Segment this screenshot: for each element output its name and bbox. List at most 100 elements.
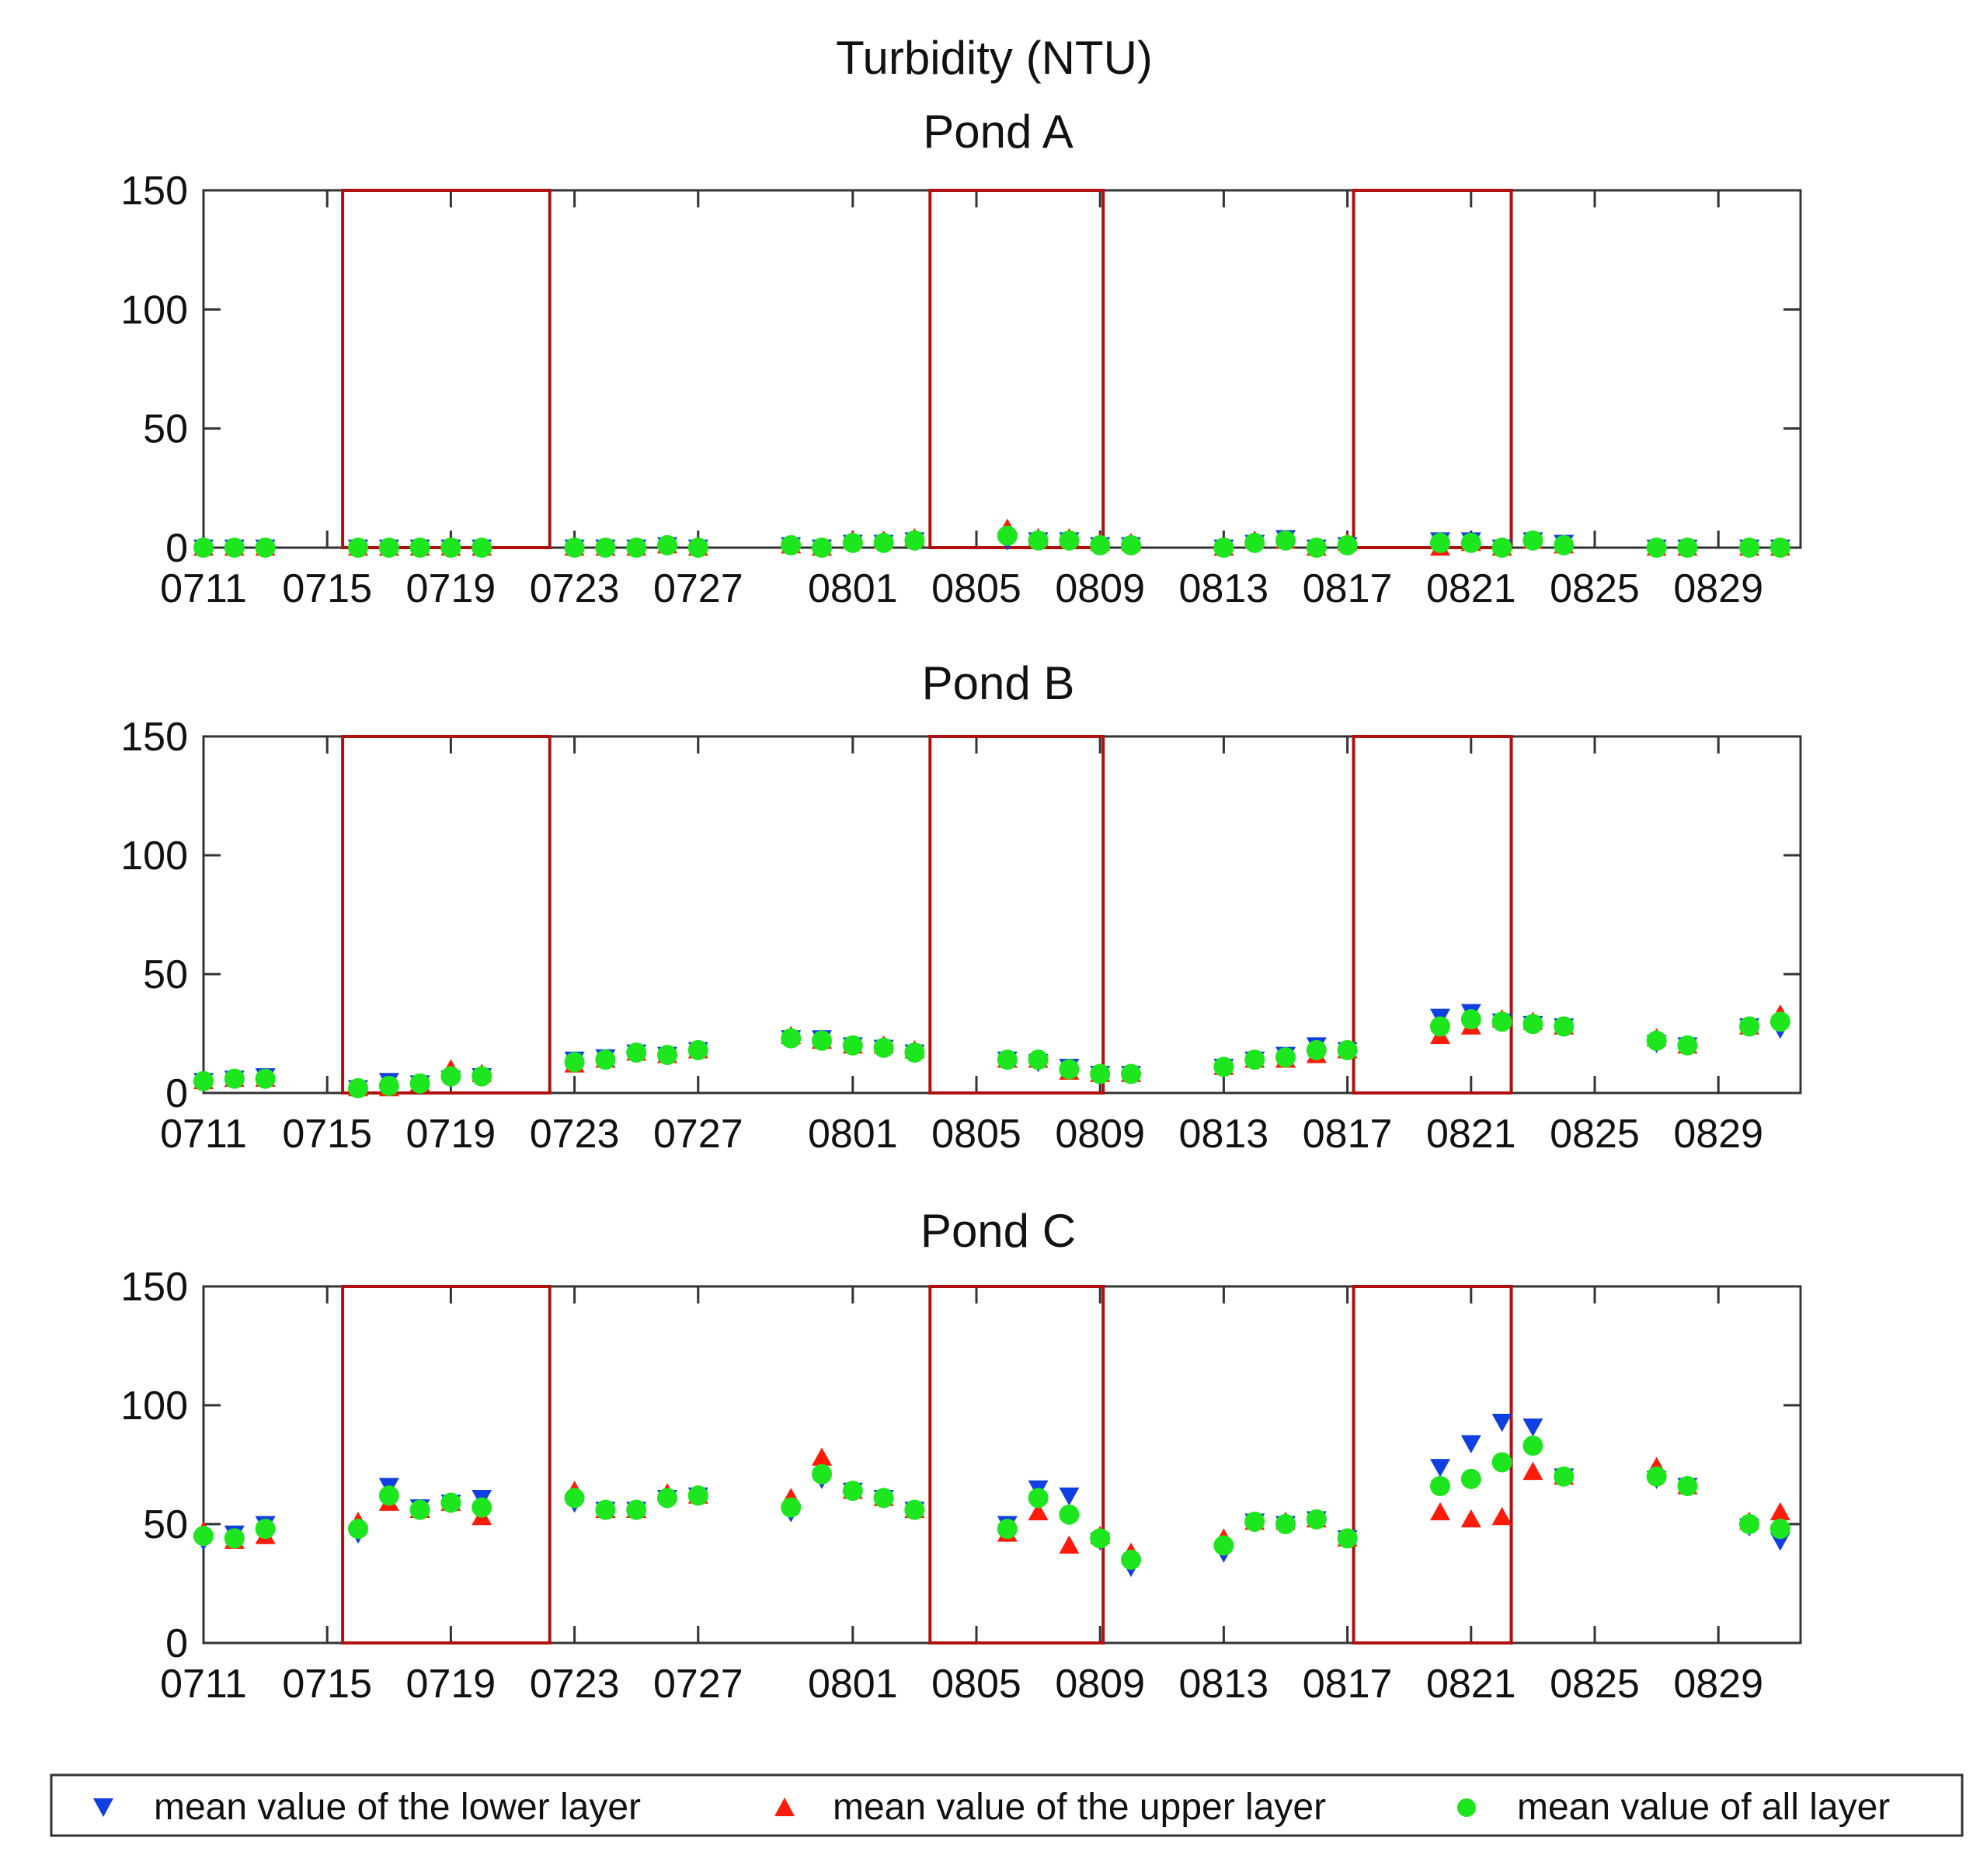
marker-all — [193, 1526, 214, 1547]
marker-all — [1121, 1063, 1141, 1084]
marker-all — [657, 534, 677, 555]
marker-all — [1059, 1059, 1080, 1080]
marker-all — [255, 1068, 276, 1089]
marker-all — [348, 1077, 368, 1098]
marker-all — [1677, 538, 1698, 558]
marker-all — [1213, 1056, 1234, 1077]
y-tick-label: 100 — [120, 1384, 188, 1429]
marker-all — [564, 1488, 585, 1509]
y-tick-label: 100 — [120, 834, 188, 879]
marker-all — [472, 1497, 492, 1518]
x-tick-label: 0723 — [530, 1112, 620, 1157]
marker-all — [873, 1488, 894, 1509]
panel-1: Pond A 0 50 100 150 0711 0715 0719 0723 0727 0801 0… — [120, 106, 1802, 611]
panel-title: Pond C — [920, 1205, 1076, 1257]
y-tick-label: 150 — [120, 1265, 188, 1310]
marker-all — [997, 1519, 1018, 1540]
x-tick-label: 0817 — [1303, 1112, 1393, 1157]
marker-all — [1059, 530, 1080, 551]
marker-all — [1677, 1035, 1698, 1056]
marker-all — [224, 1068, 245, 1089]
x-tick-label: 0817 — [1303, 1662, 1393, 1707]
marker-all — [224, 1528, 245, 1549]
marker-all — [1430, 1016, 1450, 1037]
marker-all — [1306, 1509, 1327, 1530]
marker-all — [1337, 1528, 1358, 1549]
marker-all — [1337, 1039, 1358, 1060]
marker-all — [997, 525, 1018, 546]
marker-all — [997, 1049, 1018, 1070]
marker-all — [378, 1075, 399, 1096]
marker-all — [1059, 1504, 1080, 1525]
marker-all — [1028, 530, 1049, 551]
x-tick-label: 0829 — [1673, 566, 1763, 611]
marker-all — [378, 1485, 399, 1506]
marker-all — [1337, 534, 1358, 555]
x-tick-label: 0825 — [1550, 1112, 1640, 1157]
marker-all — [1646, 538, 1667, 558]
marker-all — [193, 538, 214, 558]
x-tick-label: 0711 — [160, 1662, 247, 1707]
marker-all — [564, 1052, 585, 1073]
x-tick-label: 0727 — [653, 1112, 743, 1157]
highlight-box — [928, 735, 1105, 1095]
marker-all — [1554, 1466, 1575, 1487]
x-tick-label: 0829 — [1673, 1112, 1763, 1157]
marker-all — [193, 1070, 214, 1091]
marker-all — [1275, 1047, 1296, 1068]
marker-upper — [1491, 1506, 1512, 1526]
marker-upper — [812, 1447, 832, 1466]
marker-all — [440, 538, 461, 558]
marker-lower — [1430, 1459, 1450, 1477]
highlight-box — [928, 1285, 1105, 1645]
marker-upper — [1770, 1502, 1790, 1521]
y-tick-label: 50 — [143, 1502, 188, 1547]
x-tick-label: 0801 — [808, 566, 898, 611]
panel-title: Pond B — [922, 657, 1075, 709]
main-title: Turbidity (NTU) — [836, 32, 1153, 84]
marker-all — [595, 1499, 616, 1520]
marker-all — [1460, 532, 1481, 553]
x-tick-label: 0719 — [406, 1112, 496, 1157]
marker-all — [1554, 534, 1575, 555]
marker-all — [1028, 1488, 1049, 1509]
x-tick-label: 0813 — [1179, 566, 1269, 611]
marker-all — [842, 532, 863, 553]
marker-all — [812, 1464, 832, 1484]
x-tick-label: 0723 — [530, 566, 620, 611]
x-tick-label: 0727 — [653, 1662, 743, 1707]
marker-all — [1121, 534, 1141, 555]
x-tick-label: 0805 — [931, 566, 1021, 611]
marker-all — [224, 538, 245, 558]
x-tick-label: 0711 — [160, 566, 247, 611]
legend-marker-all — [1457, 1798, 1476, 1817]
marker-upper — [1430, 1502, 1450, 1521]
marker-all — [1244, 532, 1265, 553]
panels: Pond A 0 50 100 150 0711 0715 0719 0723 0727 0801 0… — [120, 106, 1802, 1707]
x-tick-label: 0817 — [1303, 566, 1393, 611]
marker-all — [348, 538, 368, 558]
y-tick-label: 150 — [120, 169, 188, 214]
y-tick-label: 0 — [165, 526, 188, 571]
legend-box — [50, 1773, 1964, 1837]
x-tick-label: 0719 — [406, 566, 496, 611]
marker-all — [904, 530, 925, 551]
x-tick-label: 0809 — [1055, 566, 1145, 611]
marker-all — [1677, 1476, 1698, 1497]
marker-lower — [1491, 1414, 1512, 1432]
marker-all — [1306, 1039, 1327, 1060]
legend-marker-upper — [774, 1798, 795, 1816]
panel-2: Pond B 0 50 100 150 0711 0715 0719 0723 0727 0801 0… — [120, 657, 1802, 1157]
marker-all — [657, 1488, 677, 1509]
marker-all — [1770, 1519, 1790, 1540]
marker-all — [781, 1497, 802, 1518]
marker-all — [472, 538, 492, 558]
marker-all — [626, 538, 647, 558]
x-tick-label: 0809 — [1055, 1662, 1145, 1707]
y-tick-label: 0 — [165, 1621, 188, 1666]
marker-all — [1491, 1011, 1512, 1032]
y-tick-label: 150 — [120, 715, 188, 760]
marker-all — [1430, 1476, 1450, 1497]
marker-all — [409, 1499, 430, 1520]
